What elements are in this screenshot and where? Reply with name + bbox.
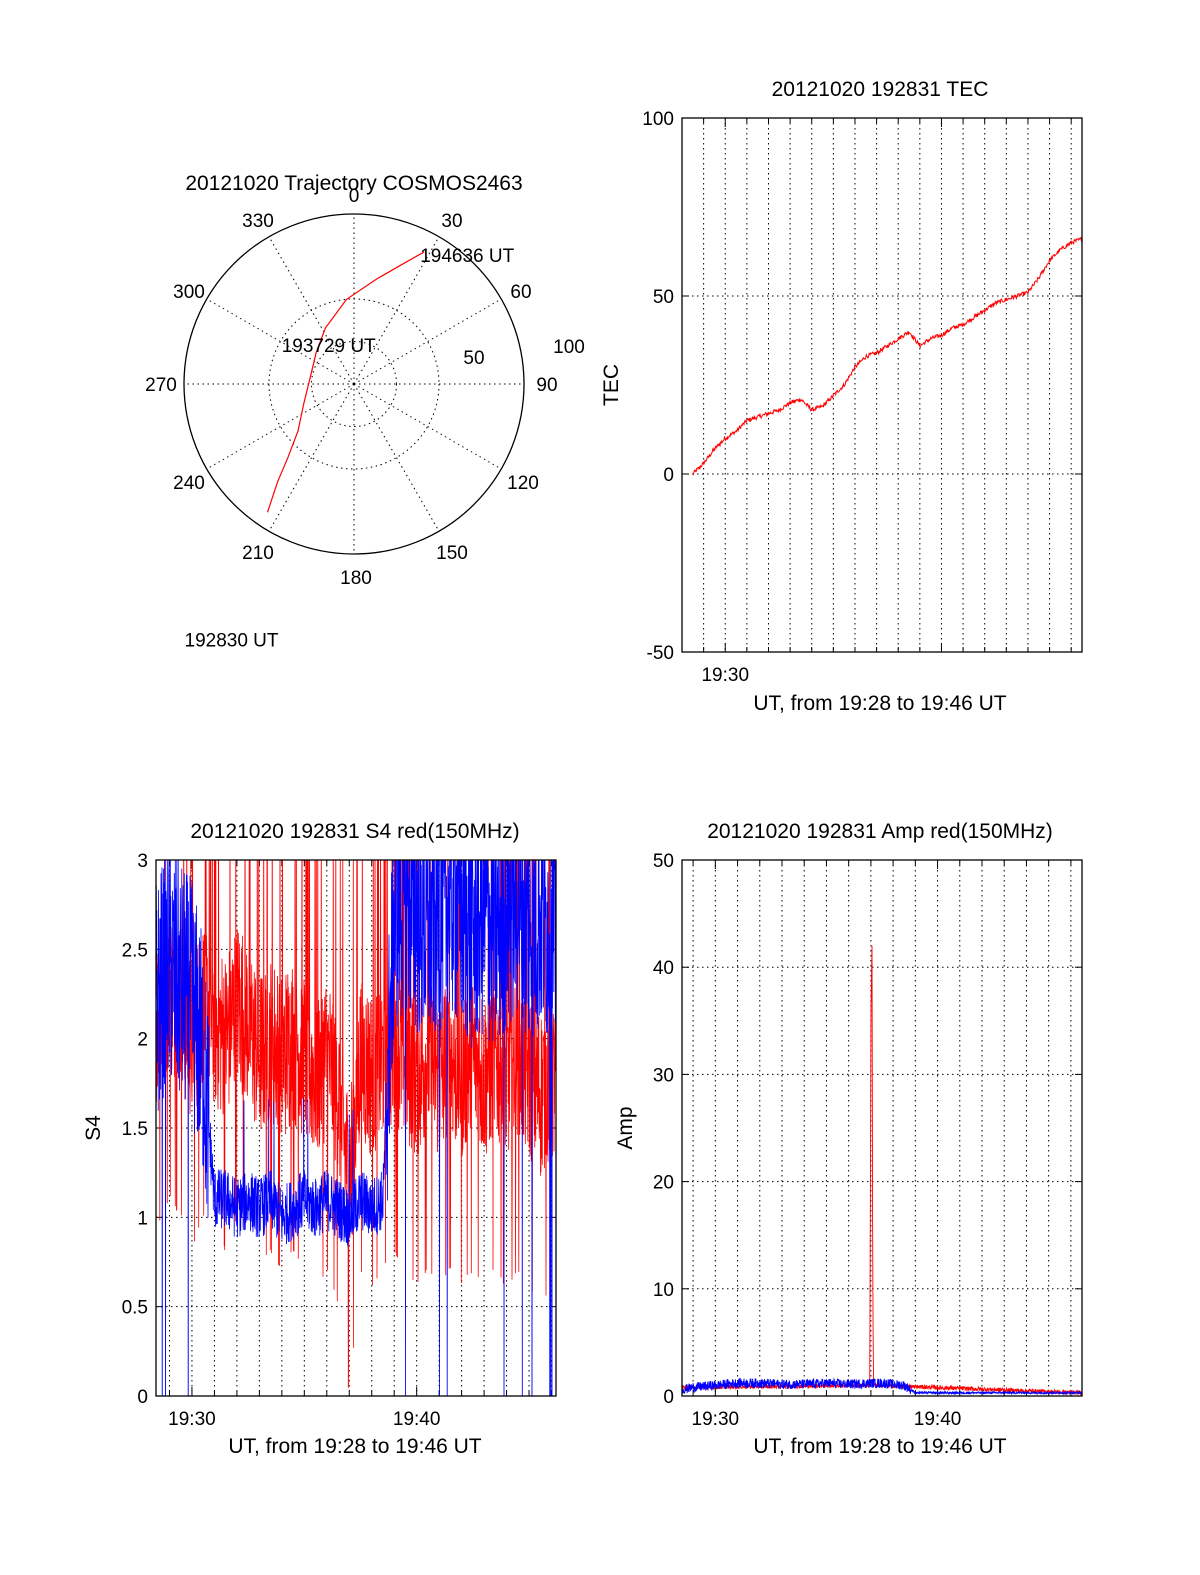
polar-spoke — [206, 383, 355, 470]
y-tick-label: 0 — [663, 1387, 674, 1408]
polar-spoke — [206, 298, 355, 385]
trajectory-annotation: 193729 UT — [282, 336, 376, 357]
s4-title: 20121020 192831 S4 red(150MHz) — [190, 820, 519, 843]
series-red-line — [692, 236, 1082, 476]
amp-xlabel: UT, from 19:28 to 19:46 UT — [753, 1435, 1006, 1458]
x-tick-label: 19:40 — [393, 1409, 441, 1430]
polar-spoke — [353, 236, 440, 385]
y-tick-label: 100 — [642, 109, 674, 130]
azimuth-label: 180 — [340, 568, 372, 589]
polar-outer-circle — [183, 213, 525, 555]
polar-spoke — [353, 383, 502, 470]
y-tick-label: 0 — [663, 465, 674, 486]
polar-spoke — [353, 298, 502, 385]
y-tick-label: 1.5 — [122, 1119, 148, 1140]
s4-ylabel: S4 — [82, 1115, 105, 1141]
tec-ylabel: TEC — [600, 364, 623, 406]
polar-spoke — [268, 383, 355, 532]
polar-spoke — [268, 236, 355, 385]
y-tick-label: 50 — [653, 851, 674, 872]
azimuth-label: 300 — [173, 282, 205, 303]
y-tick-label: 0.5 — [122, 1298, 148, 1319]
y-tick-label: 2 — [137, 1030, 148, 1051]
azimuth-label: 270 — [145, 375, 177, 396]
azimuth-label: 210 — [242, 543, 274, 564]
tec-panel: 20121020 192831 TEC -50 0 50 100 19:30 TEC U… — [600, 78, 1083, 715]
polar-spoke — [353, 383, 440, 532]
s4-panel: 20121020 192831 S4 red(150MHz) 0 0.5 1 1.5 2… — [82, 820, 557, 1458]
azimuth-label: 150 — [436, 543, 468, 564]
polar-title: 20121020 Trajectory COSMOS2463 — [185, 172, 522, 195]
azimuth-label: 240 — [173, 473, 205, 494]
plot-frame — [155, 859, 557, 1397]
x-tick-label: 19:30 — [701, 665, 749, 686]
y-tick-label: 2.5 — [122, 940, 148, 961]
y-tick-label: 3 — [137, 851, 148, 872]
x-tick-label: 19:30 — [168, 1409, 216, 1430]
azimuth-label: 120 — [507, 473, 539, 494]
amp-panel: 20121020 192831 Amp red(150MHz) 0 10 20 30 4… — [614, 820, 1083, 1458]
azimuth-label: 0 — [349, 186, 360, 207]
tec-xlabel: UT, from 19:28 to 19:46 UT — [753, 692, 1006, 715]
polar-grid — [183, 213, 525, 555]
y-tick-label: 50 — [653, 287, 674, 308]
trajectory-line — [266, 251, 425, 513]
series-red-line — [156, 860, 556, 1389]
s4-xlabel: UT, from 19:28 to 19:46 UT — [228, 1435, 481, 1458]
azimuth-label: 90 — [536, 375, 557, 396]
series-blue-line — [156, 860, 556, 1396]
y-tick-label: 30 — [653, 1065, 674, 1086]
radial-label: 50 — [463, 348, 484, 369]
x-tick-label: 19:30 — [692, 1409, 740, 1430]
trajectory-annotation: 194636 UT — [420, 246, 514, 267]
azimuth-label: 60 — [510, 282, 531, 303]
series-blue-line — [682, 1377, 1082, 1396]
y-tick-label: 10 — [653, 1280, 674, 1301]
tec-title: 20121020 192831 TEC — [772, 78, 989, 101]
amp-title: 20121020 192831 Amp red(150MHz) — [707, 820, 1053, 843]
y-tick-label: 20 — [653, 1173, 674, 1194]
trajectory-annotation: 192830 UT — [185, 630, 279, 651]
radial-label: 100 — [553, 337, 585, 358]
x-tick-label: 19:40 — [914, 1409, 962, 1430]
azimuth-label: 30 — [441, 211, 462, 232]
plot-frame — [681, 117, 1083, 653]
polar-ring-2 — [311, 341, 397, 427]
azimuth-label: 330 — [242, 211, 274, 232]
series-red-line — [682, 945, 1082, 1396]
y-tick-label: -50 — [647, 643, 674, 664]
polar-azimuth-labels: 0 30 60 90 120 150 180 210 240 270 300 330 — [145, 186, 557, 589]
plot-frame — [681, 859, 1083, 1397]
y-tick-label: 0 — [137, 1387, 148, 1408]
trajectory-annotations: 194636 UT 193729 UT 192830 UT — [185, 246, 515, 651]
y-tick-label: 40 — [653, 958, 674, 979]
polar-panel: 20121020 Trajectory COSMOS2463 0 30 60 90 12… — [145, 172, 585, 651]
amp-ylabel: Amp — [614, 1106, 637, 1149]
y-tick-label: 1 — [137, 1208, 148, 1229]
polar-radial-labels: 50 100 — [463, 337, 584, 369]
